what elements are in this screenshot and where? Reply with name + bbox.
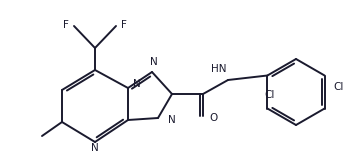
Text: N: N [133, 79, 141, 89]
Text: N: N [91, 143, 99, 153]
Text: N: N [168, 115, 176, 125]
Text: Cl: Cl [334, 81, 344, 92]
Text: F: F [121, 20, 127, 30]
Text: N: N [150, 57, 158, 67]
Text: Cl: Cl [264, 89, 275, 100]
Text: HN: HN [210, 64, 226, 74]
Text: F: F [63, 20, 69, 30]
Text: O: O [209, 113, 217, 123]
